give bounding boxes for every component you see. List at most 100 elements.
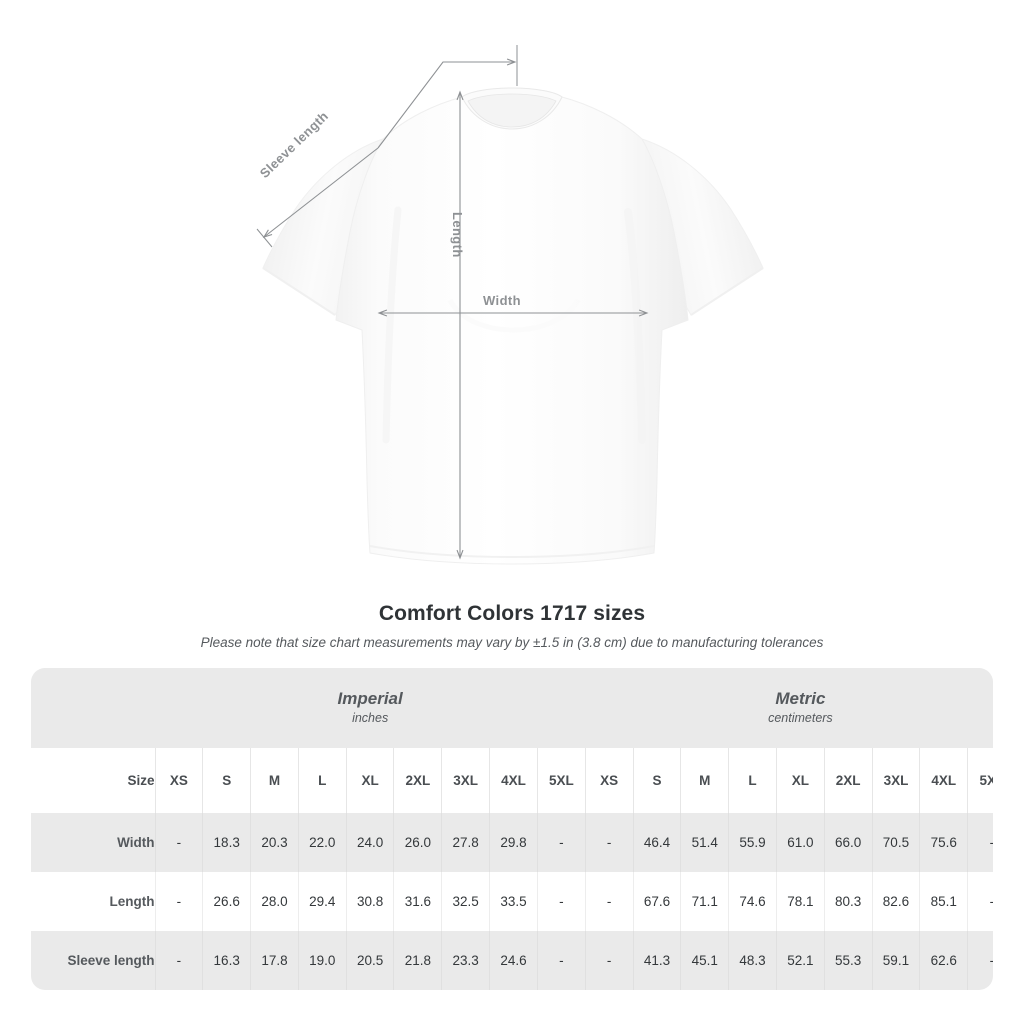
size-header-cell: 5XL [967, 748, 993, 813]
measurement-cell-imperial: 18.3 [202, 813, 251, 872]
measurement-cell-imperial: 33.5 [489, 872, 538, 931]
length-label: Length [450, 212, 465, 258]
measurement-cell-metric: 66.0 [823, 813, 873, 872]
measurement-cell-metric: 61.0 [775, 813, 825, 872]
size-header-cell: 2XL [393, 748, 442, 813]
measurement-cell-metric: - [584, 813, 634, 872]
size-header-cell: XS [584, 748, 634, 813]
measurement-cell-imperial: 22.0 [297, 813, 347, 872]
measurement-cell-metric: 48.3 [728, 931, 777, 990]
measurement-cell-imperial: 27.8 [441, 813, 490, 872]
sleeve-length-arrow [264, 147, 379, 237]
measurement-cell-metric: 80.3 [823, 872, 873, 931]
measurement-cell-imperial: 17.8 [250, 931, 299, 990]
measurement-cell-metric: 70.5 [871, 813, 920, 872]
size-header-cell: XL [775, 748, 825, 813]
measurement-cell-imperial: 28.0 [250, 872, 299, 931]
unit-group-metric: Metric centimeters [585, 668, 993, 748]
measurement-cell-imperial: 20.5 [345, 931, 394, 990]
measurement-cell-metric: - [584, 872, 634, 931]
measurement-cell-imperial: 24.0 [345, 813, 394, 872]
right-cuff [690, 267, 764, 316]
size-header-cell: XS [154, 748, 203, 813]
unit-group-name: Metric [775, 689, 826, 708]
measurement-cell-imperial: 16.3 [202, 931, 251, 990]
measurement-row-label: Length [31, 872, 155, 931]
left-cuff [262, 267, 336, 316]
row-label-header: Size [31, 748, 155, 813]
measurement-cell-imperial: 32.5 [441, 872, 490, 931]
unit-header-spacer [31, 668, 155, 748]
tolerance-note: Please note that size chart measurements… [200, 635, 824, 650]
page-title: Comfort Colors 1717 sizes [378, 602, 646, 625]
size-header-cell: 3XL [441, 748, 490, 813]
size-header-cell: 3XL [871, 748, 920, 813]
measurement-cell-imperial: 30.8 [345, 872, 394, 931]
measurement-row-label: Sleeve length [31, 931, 155, 990]
table-row: Sleeve length -16.3 17.8 19.0 20.5 21.8 23.3 24… [31, 931, 993, 990]
unit-group-subtitle: inches [352, 711, 389, 726]
measurement-row-label: Width [31, 813, 155, 872]
table-row: Width -18.3 20.3 22.0 24.0 26.0 27.8 29.8- -46.4… [31, 813, 993, 872]
measurement-cell-metric: 45.1 [680, 931, 729, 990]
measurement-cell-imperial: 21.8 [393, 931, 442, 990]
measurement-cell-metric: 51.4 [680, 813, 729, 872]
measurement-cell-imperial: - [154, 813, 203, 872]
shirt-garment [262, 87, 764, 565]
size-chart-table-container: Imperial inches Metric centimeters Size XS S M L… [31, 668, 993, 990]
measurement-cell-metric: 55.3 [823, 931, 873, 990]
measurement-cell-imperial: 26.6 [202, 872, 251, 931]
measurement-cell-imperial: 19.0 [297, 931, 347, 990]
measurement-cell-metric: 55.9 [728, 813, 777, 872]
measurement-cell-metric: 59.1 [871, 931, 920, 990]
measurement-cell-metric: 71.1 [680, 872, 729, 931]
size-header-cell: 5XL [536, 748, 586, 813]
collar-opening [467, 93, 557, 128]
measurement-cell-imperial: 29.8 [489, 813, 538, 872]
size-chart-table: Imperial inches Metric centimeters Size XS S M L… [31, 668, 993, 990]
size-header-cell: S [632, 748, 681, 813]
measurement-cell-imperial: - [154, 931, 203, 990]
size-header-cell: M [250, 748, 299, 813]
measurement-cell-metric: - [584, 931, 634, 990]
measurement-cell-imperial: 31.6 [393, 872, 442, 931]
measurement-cell-metric: 46.4 [632, 813, 681, 872]
sleeve-length-end-tick [256, 228, 273, 248]
size-header-row: Size XS S M L XL 2XL 3XL 4XL 5XL XS S M L XL 2XL 3XL 4XL 5… [31, 748, 993, 813]
hem-line [369, 545, 655, 559]
measurement-cell-imperial: - [536, 931, 586, 990]
size-header-cell: 4XL [489, 748, 538, 813]
measurement-cell-metric: 52.1 [775, 931, 825, 990]
measurement-cell-imperial: - [536, 813, 586, 872]
size-header-cell: XL [345, 748, 394, 813]
size-header-cell: 4XL [919, 748, 968, 813]
tshirt-measurement-diagram: Sleeve length Length Width [256, 45, 764, 565]
unit-group-subtitle: centimeters [768, 711, 833, 726]
measurement-cell-metric: 75.6 [919, 813, 968, 872]
unit-group-imperial: Imperial inches [155, 668, 586, 748]
measurement-cell-metric: 74.6 [728, 872, 777, 931]
table-row: Length -26.6 28.0 29.4 30.8 31.6 32.5 33.5- -67.… [31, 872, 993, 931]
size-header-cell: S [202, 748, 251, 813]
measurement-cell-imperial: 26.0 [393, 813, 442, 872]
measurement-cell-metric: 67.6 [632, 872, 681, 931]
size-header-cell: L [728, 748, 777, 813]
measurement-cell-metric: - [967, 872, 993, 931]
size-header-cell: L [297, 748, 347, 813]
measurement-cell-imperial: 29.4 [297, 872, 347, 931]
measurement-cell-metric: 78.1 [775, 872, 825, 931]
measurement-cell-metric: - [967, 931, 993, 990]
size-header-cell: M [680, 748, 729, 813]
unit-group-header-row: Imperial inches Metric centimeters [31, 668, 993, 748]
measurement-cell-imperial: 23.3 [441, 931, 490, 990]
measurement-cell-imperial: 20.3 [250, 813, 299, 872]
measurement-cell-imperial: - [536, 872, 586, 931]
measurement-lines [256, 45, 647, 558]
measurement-cell-metric: 62.6 [919, 931, 968, 990]
width-label: Width [483, 293, 521, 308]
measurement-cell-metric: 82.6 [871, 872, 920, 931]
unit-group-name: Imperial [337, 689, 403, 708]
measurement-cell-metric: 85.1 [919, 872, 968, 931]
measurement-cell-metric: 41.3 [632, 931, 681, 990]
